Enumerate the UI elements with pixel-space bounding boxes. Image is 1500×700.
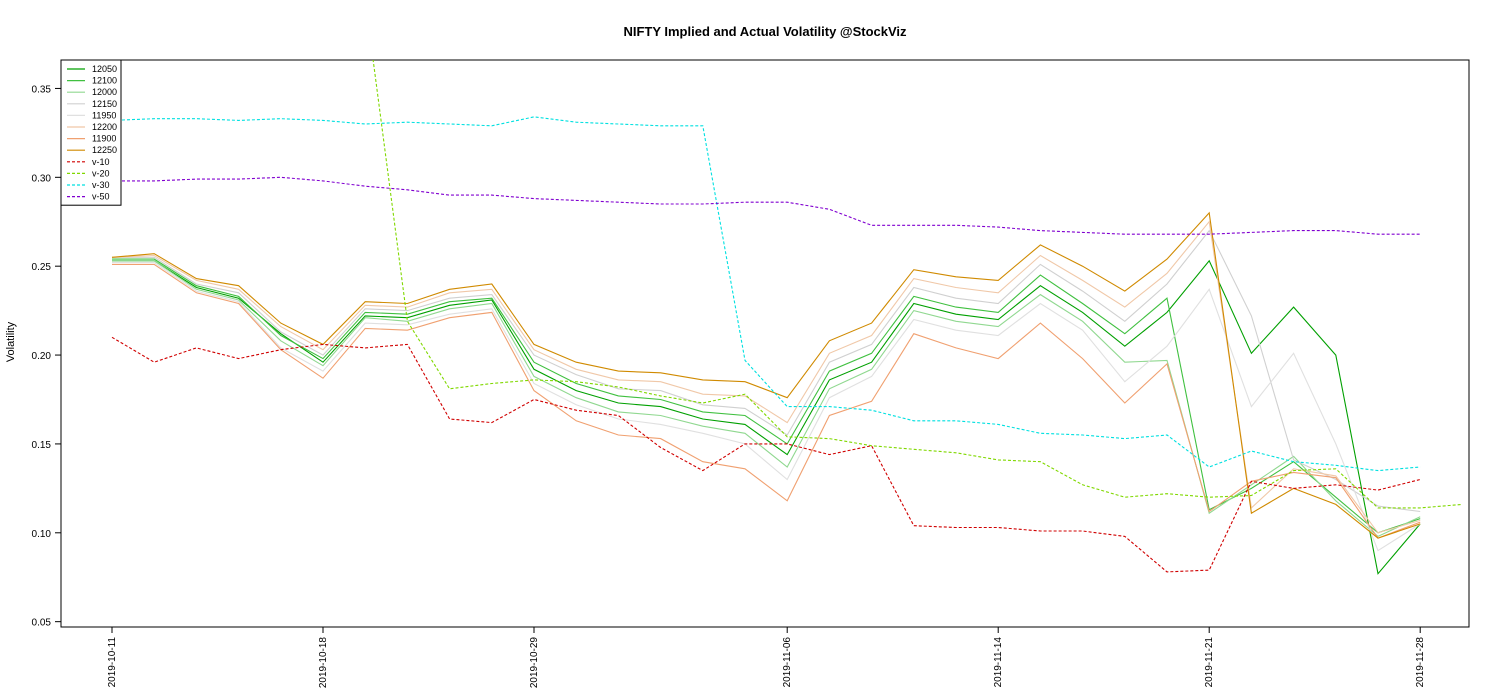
series-line-12150 (112, 229, 1421, 513)
series-line-v-10 (111, 336, 1421, 573)
x-tick-label: 2019-10-29 (529, 637, 540, 689)
plot-area-frame (60, 59, 1470, 628)
x-tick-label: 2019-11-28 (1415, 637, 1426, 688)
legend-entry: 12250 (92, 145, 117, 155)
series-line-v-20 (372, 60, 1463, 509)
y-axis-label: Volatility (5, 321, 17, 362)
x-tick-label: 2019-11-14 (993, 637, 1004, 688)
legend-entry: 12150 (92, 99, 117, 109)
y-tick-label: 0.20 (32, 351, 52, 362)
y-tick-label: 0.15 (32, 440, 52, 451)
y-tick-label: 0.25 (32, 262, 52, 273)
x-tick-label: 2019-10-11 (107, 637, 118, 688)
x-tick-label: 2019-11-06 (782, 637, 793, 688)
legend-entry: 12200 (92, 122, 117, 132)
series-line-11900 (112, 263, 1421, 539)
y-tick-label: 0.30 (32, 173, 52, 184)
legend-entry: v-30 (92, 180, 110, 190)
legend-entry: v-10 (92, 157, 110, 167)
legend-entry: 12100 (92, 76, 117, 86)
chart-title: NIFTY Implied and Actual Volatility @Sto… (623, 24, 907, 39)
series-line-12050 (112, 259, 1421, 575)
x-tick-label: 2019-11-21 (1204, 637, 1215, 688)
y-tick-label: 0.35 (32, 84, 52, 95)
series-layer (111, 60, 1463, 575)
legend-box (60, 59, 122, 206)
legend-entry: 11900 (92, 134, 116, 144)
x-axis: 2019-10-11 2019-10-18 2019-10-29 2019-11-06… (107, 627, 1426, 688)
series-line-12200 (111, 220, 1421, 534)
y-tick-label: 0.10 (32, 529, 52, 540)
y-tick-label: 0.05 (32, 618, 52, 629)
x-tick-label: 2019-10-18 (318, 637, 329, 689)
series-line-11950 (112, 262, 1421, 552)
legend-entry: v-50 (92, 192, 110, 202)
legend-entry: 12000 (92, 87, 117, 97)
series-line-12250 (111, 211, 1421, 539)
y-axis: 0.05 0.10 0.15 0.20 0.25 0.30 0.35 (32, 84, 61, 629)
legend-entry: 11950 (92, 110, 116, 120)
legend-entry: 12050 (92, 64, 117, 74)
series-line-12000 (112, 260, 1421, 538)
series-line-v-30 (111, 116, 1421, 472)
series-line-12100 (112, 258, 1421, 534)
legend-entry: v-20 (92, 168, 110, 178)
series-line-v-50 (112, 176, 1421, 235)
